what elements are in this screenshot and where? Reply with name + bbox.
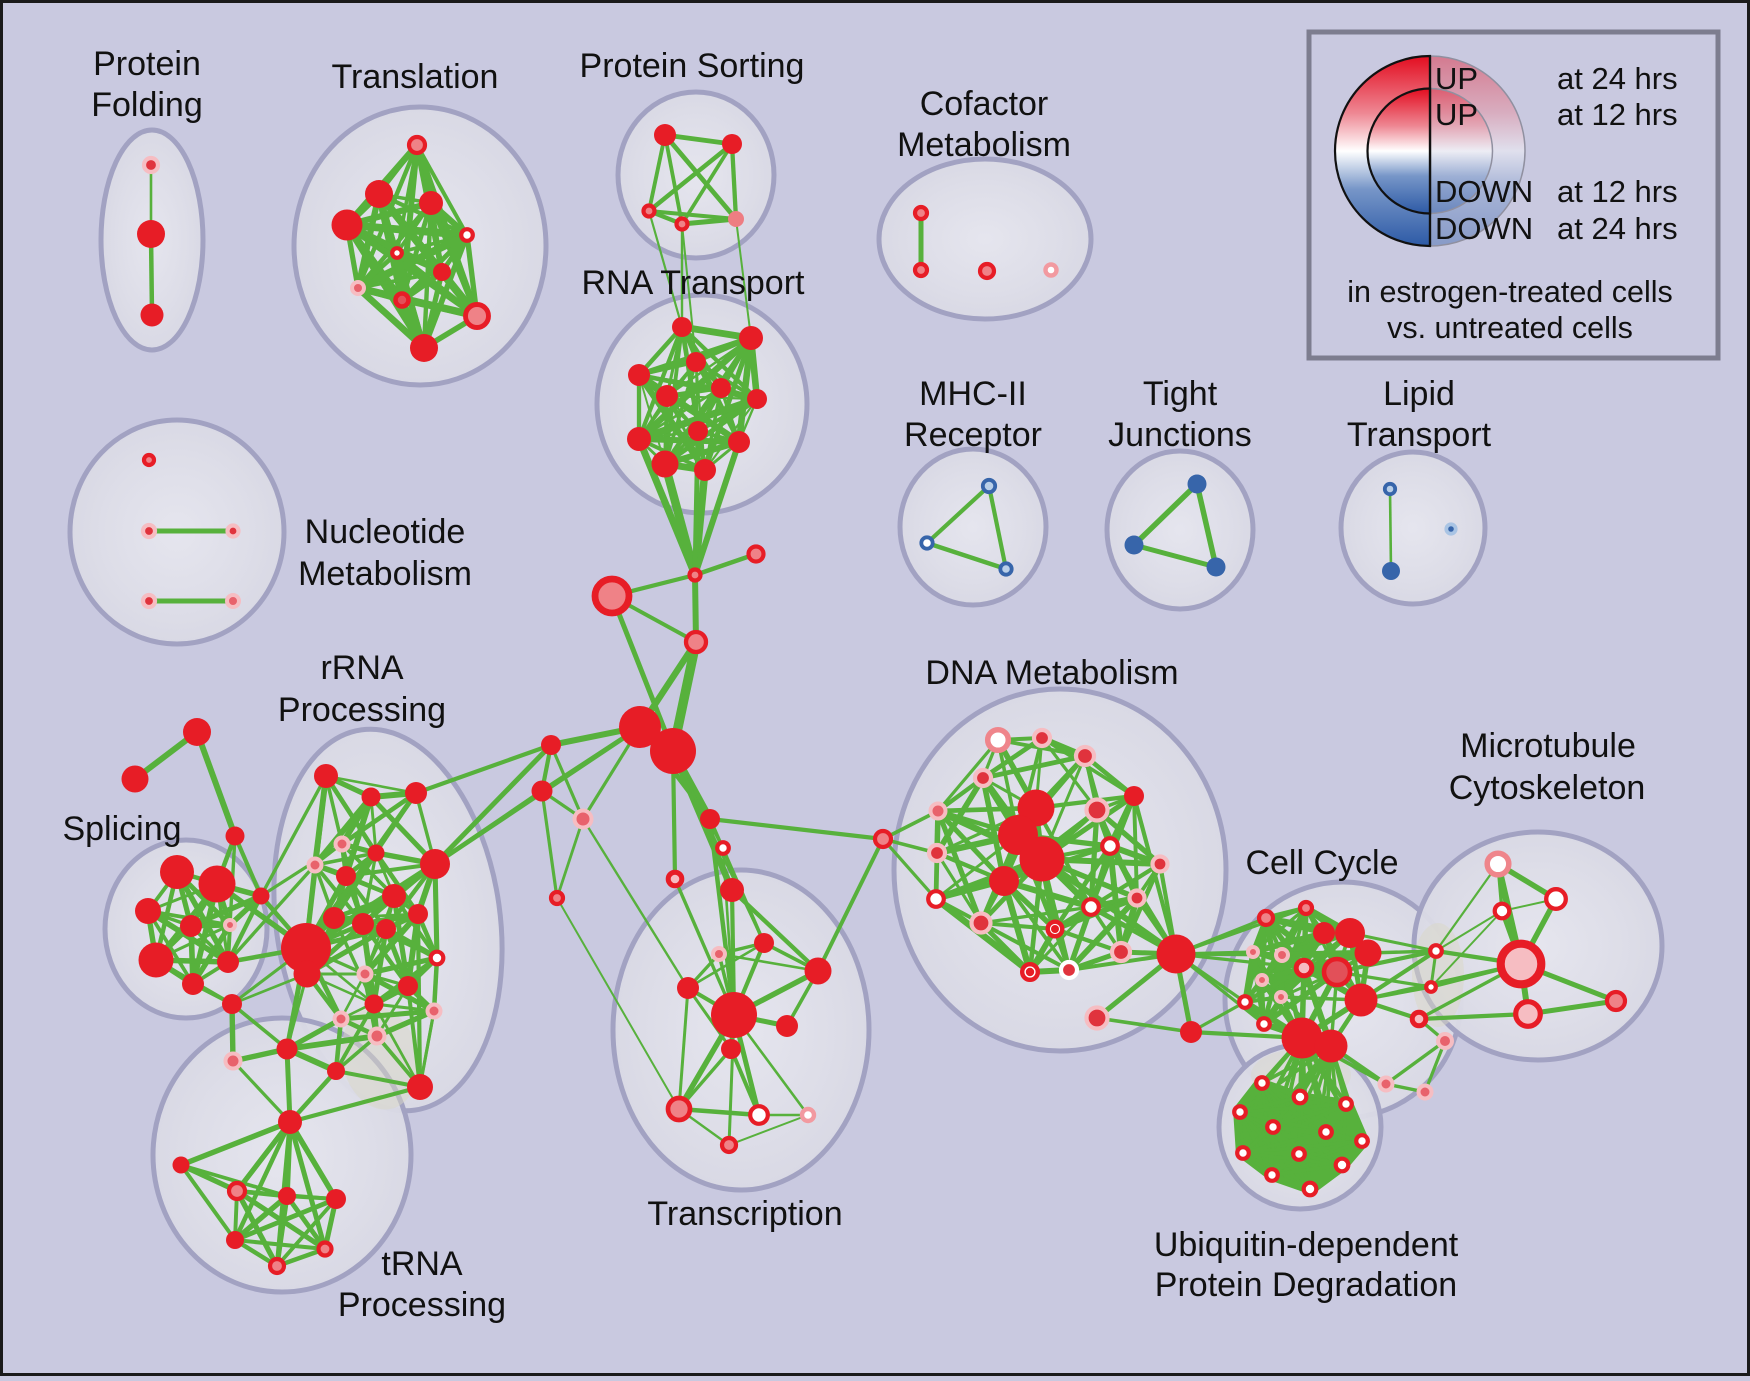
svg-text:Cytoskeleton: Cytoskeleton — [1449, 769, 1646, 807]
svg-text:UP: UP — [1435, 61, 1478, 96]
svg-text:Transport: Transport — [1347, 416, 1492, 454]
svg-text:at 24 hrs: at 24 hrs — [1557, 61, 1678, 96]
svg-text:vs. untreated cells: vs. untreated cells — [1387, 311, 1633, 345]
svg-text:UP: UP — [1435, 97, 1478, 132]
svg-text:Splicing: Splicing — [62, 810, 181, 848]
svg-text:Receptor: Receptor — [904, 416, 1042, 454]
svg-text:Cell Cycle: Cell Cycle — [1245, 844, 1398, 882]
svg-text:in estrogen-treated cells: in estrogen-treated cells — [1347, 275, 1673, 309]
svg-text:Junctions: Junctions — [1108, 416, 1252, 454]
svg-text:Lipid: Lipid — [1383, 375, 1455, 413]
svg-text:RNA Transport: RNA Transport — [582, 264, 806, 302]
svg-text:at 24 hrs: at 24 hrs — [1557, 211, 1678, 246]
svg-text:Protein Sorting: Protein Sorting — [580, 47, 805, 85]
svg-text:MHC-II: MHC-II — [919, 375, 1027, 413]
svg-text:Tight: Tight — [1143, 375, 1218, 413]
svg-text:Nucleotide: Nucleotide — [305, 513, 466, 551]
svg-text:Metabolism: Metabolism — [897, 126, 1071, 164]
svg-text:Transcription: Transcription — [647, 1195, 842, 1233]
svg-text:Protein: Protein — [93, 45, 201, 83]
svg-text:at 12 hrs: at 12 hrs — [1557, 174, 1678, 209]
svg-text:Processing: Processing — [278, 691, 446, 729]
svg-text:Metabolism: Metabolism — [298, 555, 472, 593]
svg-text:Processing: Processing — [338, 1286, 506, 1324]
svg-text:Ubiquitin-dependent: Ubiquitin-dependent — [1154, 1226, 1459, 1264]
svg-text:tRNA: tRNA — [381, 1245, 463, 1283]
svg-text:Microtubule: Microtubule — [1460, 727, 1636, 765]
svg-text:at 12 hrs: at 12 hrs — [1557, 97, 1678, 132]
svg-text:Protein Degradation: Protein Degradation — [1155, 1266, 1457, 1304]
svg-text:Cofactor: Cofactor — [920, 85, 1049, 123]
svg-text:Folding: Folding — [91, 86, 203, 124]
svg-text:DNA Metabolism: DNA Metabolism — [925, 654, 1178, 692]
svg-text:Translation: Translation — [332, 58, 499, 96]
svg-text:DOWN: DOWN — [1435, 211, 1533, 246]
svg-text:DOWN: DOWN — [1435, 174, 1533, 209]
svg-text:rRNA: rRNA — [320, 649, 403, 687]
